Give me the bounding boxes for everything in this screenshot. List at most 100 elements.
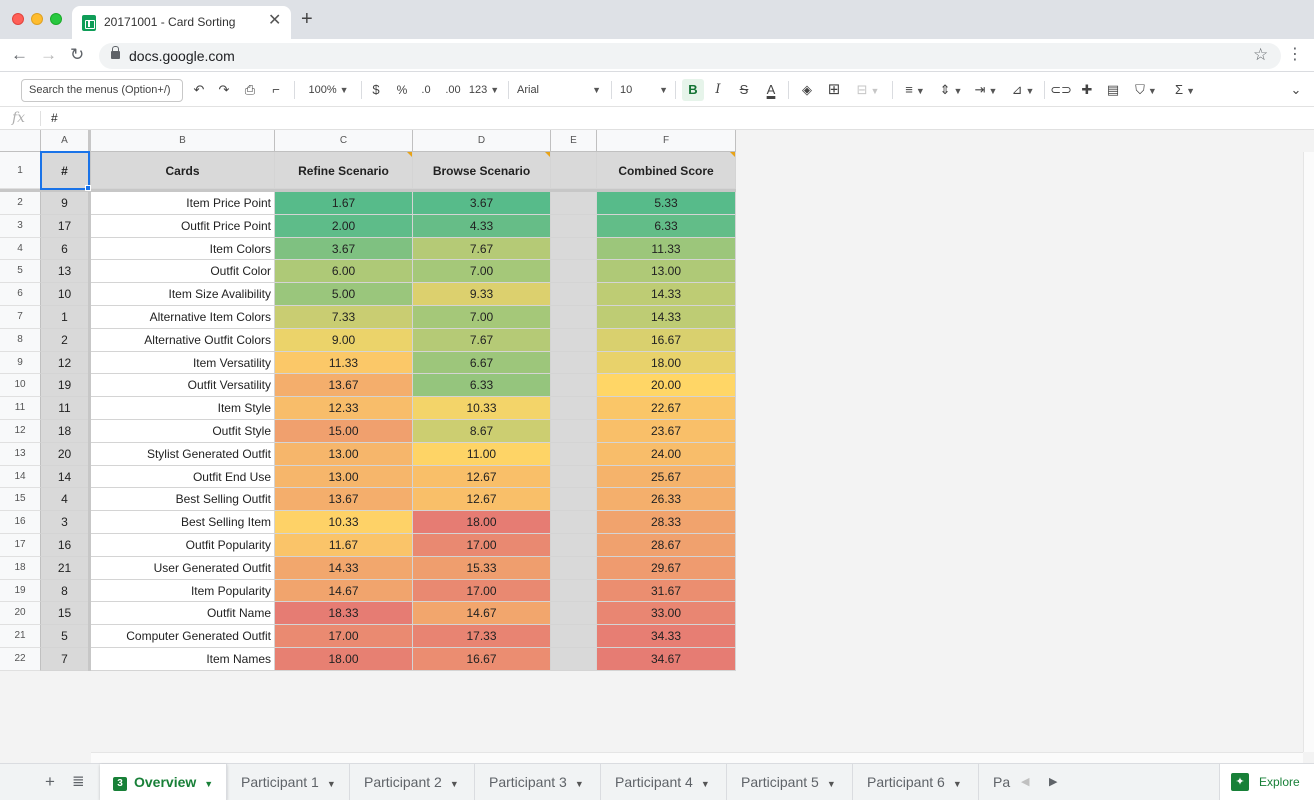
card-name-cell[interactable]: Alternative Item Colors <box>91 306 275 329</box>
card-name-cell[interactable]: Outfit Style <box>91 420 275 443</box>
number-cell[interactable]: 3 <box>41 511 89 534</box>
number-cell[interactable]: 5 <box>41 625 89 648</box>
number-cell[interactable]: 16 <box>41 534 89 557</box>
refine-score-cell[interactable]: 13.67 <box>275 374 413 398</box>
refine-score-cell[interactable]: 17.00 <box>275 625 413 648</box>
blank-cell[interactable] <box>551 579 597 603</box>
text-rotation-icon[interactable]: ⊿ ▼ <box>1011 82 1035 97</box>
browse-score-cell[interactable]: 7.00 <box>413 260 551 284</box>
number-cell[interactable]: 15 <box>41 602 89 626</box>
back-arrow-icon[interactable]: ← <box>11 45 28 64</box>
card-name-cell[interactable]: Item Names <box>91 648 275 671</box>
sheet-tab-participant-2[interactable]: Participant 2 ▼ <box>351 764 475 800</box>
number-cell[interactable]: 11 <box>41 397 89 420</box>
row-header-1[interactable]: 1 <box>0 152 41 189</box>
number-cell[interactable]: 12 <box>41 351 89 375</box>
number-cell[interactable]: 17 <box>41 214 89 238</box>
combined-score-cell[interactable]: 13.00 <box>597 260 736 284</box>
paint-format-icon[interactable]: ⌐ <box>272 82 280 97</box>
card-name-cell[interactable]: Outfit Name <box>91 602 275 626</box>
row-header-7[interactable]: 7 <box>0 306 41 329</box>
number-cell[interactable]: 18 <box>41 420 89 443</box>
zoom-select[interactable]: 100% ▼ <box>308 84 349 96</box>
combined-score-cell[interactable]: 34.33 <box>597 625 736 648</box>
sheet-tab-participant-1[interactable]: Participant 1 ▼ <box>228 764 350 800</box>
combined-score-cell[interactable]: 26.33 <box>597 488 736 512</box>
collapse-toolbar-icon[interactable]: ⌄ <box>1290 82 1302 97</box>
refine-score-cell[interactable]: 3.67 <box>275 237 413 261</box>
url-field[interactable]: docs.google.com <box>99 43 1281 69</box>
combined-score-cell[interactable]: 18.00 <box>597 351 736 375</box>
browse-score-cell[interactable]: 16.67 <box>413 648 551 671</box>
horizontal-align-icon[interactable]: ≡ ▼ <box>905 82 925 97</box>
header-cell-blank[interactable] <box>551 152 597 189</box>
browse-score-cell[interactable]: 6.67 <box>413 351 551 375</box>
refine-score-cell[interactable]: 9.00 <box>275 328 413 352</box>
row-header-3[interactable]: 3 <box>0 214 41 238</box>
frozen-column-divider[interactable] <box>88 130 91 671</box>
forward-arrow-icon[interactable]: → <box>40 45 57 64</box>
card-name-cell[interactable]: Item Popularity <box>91 579 275 603</box>
frozen-row-divider[interactable] <box>0 189 736 192</box>
row-header-12[interactable]: 12 <box>0 420 41 443</box>
row-header-11[interactable]: 11 <box>0 397 41 420</box>
add-sheet-icon[interactable]: + <box>45 772 55 791</box>
browse-score-cell[interactable]: 12.67 <box>413 465 551 489</box>
number-cell[interactable]: 10 <box>41 283 89 306</box>
vertical-align-icon[interactable]: ⇕ ▼ <box>939 82 963 97</box>
card-name-cell[interactable]: Outfit Color <box>91 260 275 284</box>
combined-score-cell[interactable]: 28.33 <box>597 511 736 534</box>
browse-score-cell[interactable]: 7.67 <box>413 328 551 352</box>
combined-score-cell[interactable]: 28.67 <box>597 534 736 557</box>
borders-icon[interactable]: ⊞ <box>827 81 841 98</box>
row-header-20[interactable]: 20 <box>0 602 41 626</box>
fill-handle[interactable] <box>85 185 91 191</box>
refine-score-cell[interactable]: 12.33 <box>275 397 413 420</box>
row-header-22[interactable]: 22 <box>0 648 41 671</box>
card-name-cell[interactable]: Alternative Outfit Colors <box>91 328 275 352</box>
text-color-icon[interactable]: A <box>766 82 776 97</box>
sheet-tab-truncated[interactable]: Pa <box>980 764 1012 800</box>
functions-icon[interactable]: Σ ▼ <box>1175 82 1195 97</box>
browser-menu-icon[interactable]: ⋮ <box>1287 46 1303 63</box>
combined-score-cell[interactable]: 14.33 <box>597 283 736 306</box>
refine-score-cell[interactable]: 2.00 <box>275 214 413 238</box>
blank-cell[interactable] <box>551 648 597 671</box>
refine-score-cell[interactable]: 6.00 <box>275 260 413 284</box>
number-cell[interactable]: 19 <box>41 374 89 398</box>
combined-score-cell[interactable]: 16.67 <box>597 328 736 352</box>
row-header-9[interactable]: 9 <box>0 351 41 375</box>
card-name-cell[interactable]: Stylist Generated Outfit <box>91 442 275 466</box>
header-cell-cards[interactable]: Cards <box>91 152 275 189</box>
row-header-19[interactable]: 19 <box>0 579 41 603</box>
browse-score-cell[interactable]: 17.33 <box>413 625 551 648</box>
currency-format-button[interactable]: $ <box>372 82 380 97</box>
browse-score-cell[interactable]: 17.00 <box>413 579 551 603</box>
combined-score-cell[interactable]: 11.33 <box>597 237 736 261</box>
blank-cell[interactable] <box>551 420 597 443</box>
refine-score-cell[interactable]: 13.00 <box>275 465 413 489</box>
row-header-21[interactable]: 21 <box>0 625 41 648</box>
number-cell[interactable]: 7 <box>41 648 89 671</box>
strikethrough-icon[interactable]: S <box>739 82 749 97</box>
blank-cell[interactable] <box>551 511 597 534</box>
browse-score-cell[interactable]: 11.00 <box>413 442 551 466</box>
column-header-d[interactable]: D <box>413 130 551 152</box>
maximize-window-button[interactable] <box>50 13 62 25</box>
blank-cell[interactable] <box>551 283 597 306</box>
refine-score-cell[interactable]: 14.67 <box>275 579 413 603</box>
number-cell[interactable]: 2 <box>41 328 89 352</box>
combined-score-cell[interactable]: 6.33 <box>597 214 736 238</box>
combined-score-cell[interactable]: 25.67 <box>597 465 736 489</box>
bold-button[interactable]: B <box>682 79 704 101</box>
row-header-16[interactable]: 16 <box>0 511 41 534</box>
sheet-tab-participant-6[interactable]: Participant 6 ▼ <box>854 764 979 800</box>
blank-cell[interactable] <box>551 397 597 420</box>
browse-score-cell[interactable]: 18.00 <box>413 511 551 534</box>
new-tab-icon[interactable]: + <box>301 8 313 30</box>
card-name-cell[interactable]: Item Size Avalibility <box>91 283 275 306</box>
blank-cell[interactable] <box>551 556 597 580</box>
row-header-10[interactable]: 10 <box>0 374 41 398</box>
blank-cell[interactable] <box>551 237 597 261</box>
select-all-corner[interactable] <box>0 130 41 152</box>
